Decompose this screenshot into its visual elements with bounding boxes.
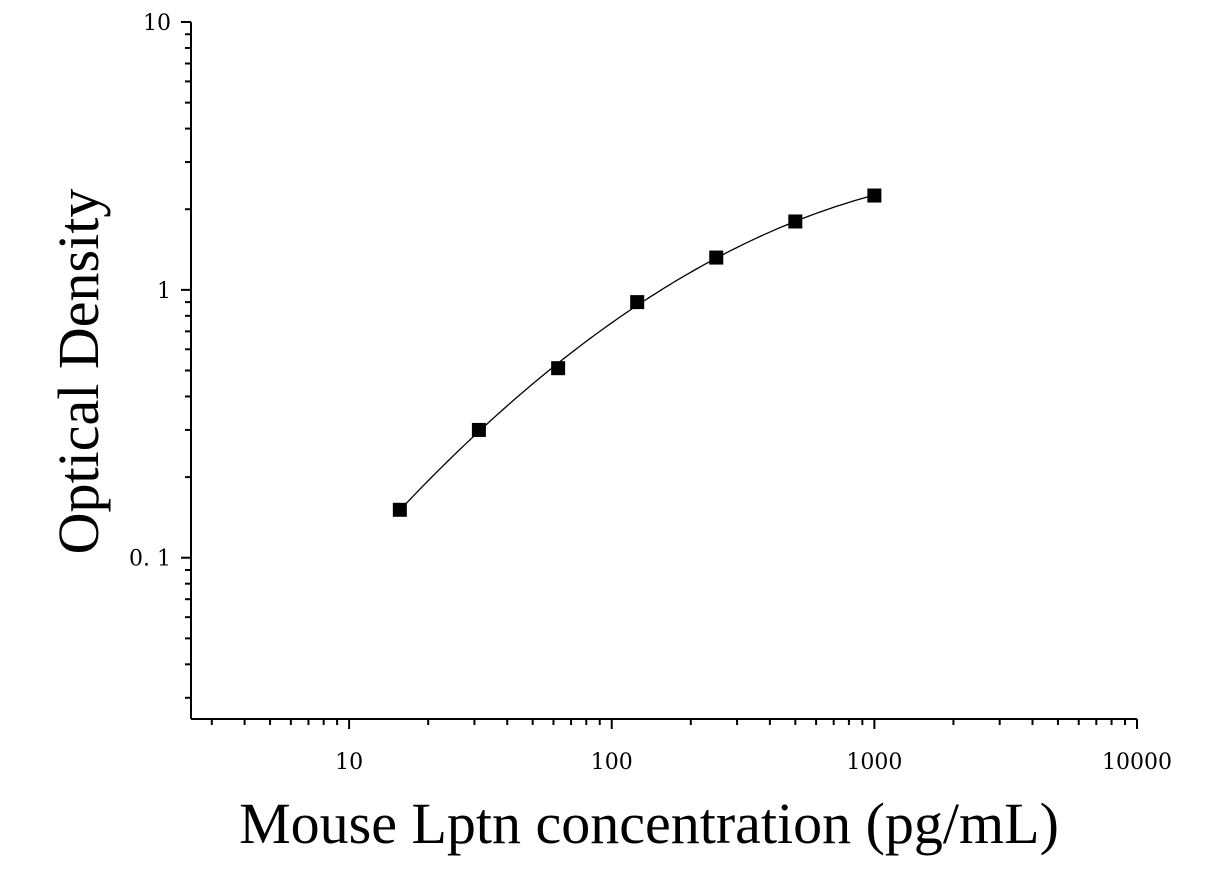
axes: [190, 22, 1137, 720]
data-point-marker: [392, 502, 407, 517]
x-tick-label: 1000: [846, 750, 902, 775]
x-axis-ticks: [210, 719, 1138, 729]
data-point-marker: [471, 422, 486, 437]
y-tick-label: 0. 1: [129, 547, 171, 572]
x-tick-label: 10: [335, 750, 363, 775]
y-axis-ticks: [181, 21, 191, 699]
x-tick-label: 100: [591, 750, 633, 775]
data-point-marker: [630, 295, 645, 310]
y-tick-label: 1: [157, 279, 171, 304]
y-axis-tick-labels: 0. 1 1 10: [129, 11, 171, 572]
data-markers: [392, 188, 882, 517]
y-tick-label: 10: [143, 11, 171, 36]
x-tick-label: 10000: [1102, 750, 1172, 775]
data-point-marker: [551, 361, 566, 376]
x-axis-tick-labels: 10 100 1000 10000: [335, 750, 1172, 775]
data-point-marker: [709, 250, 724, 265]
x-axis-title: Mouse Lptn concentration (pg/mL): [239, 791, 1059, 856]
data-point-marker: [867, 188, 882, 203]
fit-curve: [399, 194, 875, 511]
data-point-marker: [788, 214, 803, 229]
y-axis-title: Optical Density: [46, 189, 111, 555]
